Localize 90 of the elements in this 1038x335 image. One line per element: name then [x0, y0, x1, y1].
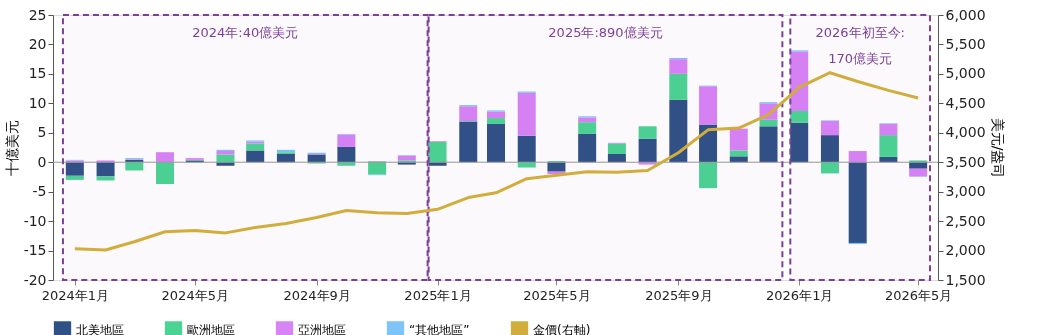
y2-axis-title: 美元/盎司	[989, 117, 1006, 179]
bar	[669, 73, 688, 100]
y2-tick-label: 1,500	[945, 271, 986, 288]
bar	[578, 133, 597, 163]
legend-label: 歐洲地區	[187, 322, 235, 335]
y-tick-label: -20	[23, 271, 47, 288]
y2-tick-label: 2,000	[945, 242, 986, 259]
bar	[820, 162, 839, 174]
bar	[729, 128, 748, 151]
y-tick-label: 15	[28, 65, 47, 82]
x-tick-label: 2025年1月	[404, 287, 472, 303]
y-tick-label: -15	[23, 242, 47, 259]
y-tick-label: 0	[37, 153, 47, 170]
bar	[729, 156, 748, 163]
bar	[790, 110, 809, 123]
bar	[879, 123, 898, 136]
line-series	[73, 71, 920, 252]
bar	[669, 59, 688, 74]
bar	[459, 121, 478, 163]
bar	[276, 153, 295, 163]
bar	[65, 175, 84, 180]
legend-label: 金價(右軸)	[533, 322, 591, 335]
band-label: 2024年:40億美元	[192, 25, 299, 40]
y-axis-title: 十億美元	[3, 120, 20, 176]
bar	[96, 176, 115, 181]
bar	[607, 143, 626, 154]
bar	[848, 162, 867, 243]
bar	[428, 141, 447, 163]
y-tick-label: 20	[28, 35, 47, 52]
bar	[638, 126, 657, 139]
bar	[156, 162, 175, 185]
y2-tick-label: 4,500	[945, 94, 986, 111]
y2-tick-label: 5,500	[945, 35, 986, 52]
bar	[517, 92, 536, 136]
bar	[879, 135, 898, 157]
bar	[156, 152, 175, 163]
y-tick-label: 25	[28, 6, 47, 23]
y-tick-label: 10	[28, 94, 47, 111]
x-tick-label: 2024年9月	[283, 287, 351, 303]
bar	[790, 122, 809, 163]
x-tick-label: 2024年5月	[161, 287, 229, 303]
bar	[848, 151, 867, 163]
bar	[790, 51, 809, 111]
bar	[517, 135, 536, 163]
bar	[729, 150, 748, 157]
legend-label: “其他地區”	[409, 322, 470, 335]
y-tick-label: 5	[37, 124, 47, 141]
legend-label: 亞洲地區	[298, 322, 346, 335]
bar	[487, 118, 505, 124]
x-tick-label: 2026年5月	[884, 287, 953, 303]
bar	[759, 126, 778, 163]
bar	[337, 134, 356, 147]
bar	[607, 153, 626, 163]
x-tick-label: 2025年5月	[523, 287, 591, 303]
bar	[820, 135, 839, 163]
bar	[65, 162, 84, 176]
bar	[368, 162, 387, 175]
bar	[638, 138, 657, 163]
bar	[246, 150, 265, 163]
y2-tick-label: 2,500	[945, 212, 986, 229]
bar	[337, 146, 356, 163]
bar	[759, 119, 778, 127]
y2-tick-label: 3,000	[945, 183, 986, 200]
y2-tick-label: 4,000	[945, 124, 986, 141]
bar	[820, 121, 839, 136]
band-label: 2025年:890億美元	[548, 25, 663, 40]
bar	[669, 99, 688, 163]
bar	[246, 143, 265, 151]
bar	[578, 122, 597, 134]
bar	[699, 162, 718, 189]
band-label: 2026年初至今: 170億美元	[815, 25, 905, 66]
bar	[216, 154, 235, 163]
bar	[487, 111, 505, 119]
y-tick-label: -5	[32, 183, 47, 200]
legend-label: 北美地區	[76, 322, 124, 335]
bar	[909, 168, 928, 177]
bar	[578, 117, 597, 123]
bar	[699, 86, 718, 125]
bar	[307, 154, 326, 163]
x-tick-label: 2026年1月	[766, 287, 834, 303]
bar	[487, 123, 505, 163]
y-tick-label: -10	[23, 212, 47, 229]
x-tick-label: 2025年9月	[645, 287, 713, 303]
y2-tick-label: 3,500	[945, 153, 986, 170]
bar	[96, 162, 115, 177]
x-tick-label: 2024年1月	[41, 287, 110, 303]
bar	[879, 156, 898, 163]
bar	[459, 106, 478, 121]
y2-tick-label: 6,000	[945, 6, 986, 23]
y2-tick-label: 5,000	[945, 65, 986, 82]
